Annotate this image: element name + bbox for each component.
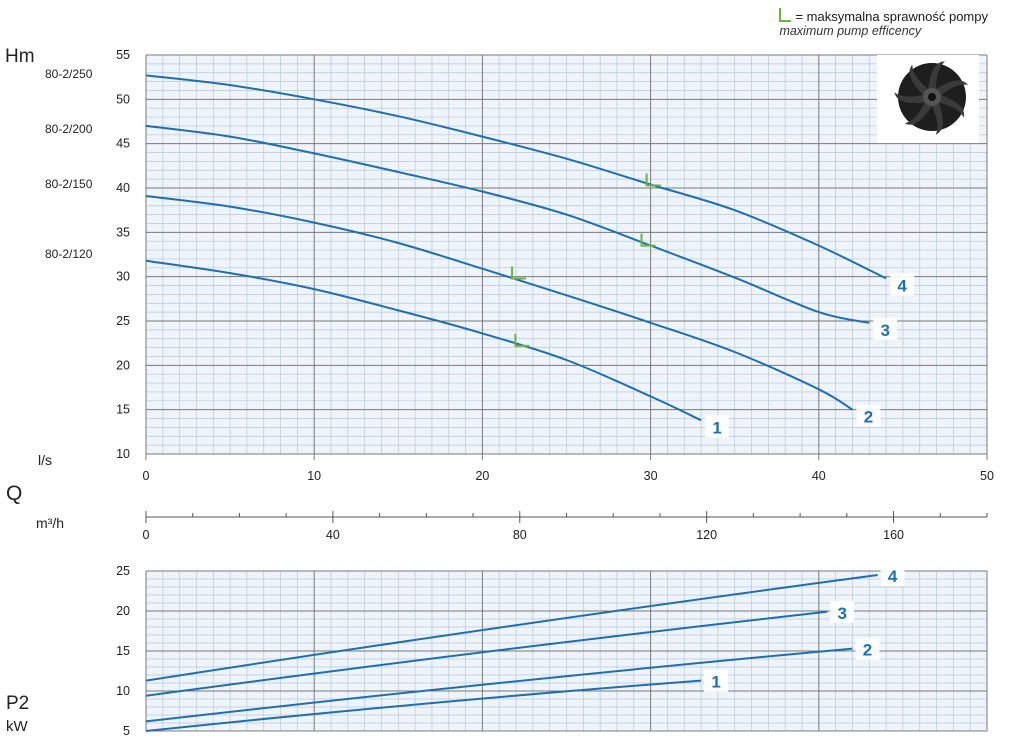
- y-tick-label: 35: [116, 225, 130, 239]
- series-label-bg: [856, 404, 881, 427]
- m3h-tick-label: 40: [326, 528, 340, 542]
- m3h-unit-label: m³/h: [36, 515, 64, 531]
- series-label-4: 4: [897, 276, 907, 295]
- power-y-tick-label: 20: [116, 604, 130, 618]
- q-label: Q: [6, 482, 22, 505]
- model-label: 80-2/200: [45, 122, 93, 136]
- legend-row: = maksymalna sprawność pompy: [779, 8, 988, 24]
- m3h-tick-label: 160: [883, 528, 904, 542]
- impeller-vane: [927, 61, 946, 96]
- power-curve-4: [145, 574, 878, 682]
- series-label-1: 1: [712, 418, 721, 437]
- y-tick-label: 50: [116, 92, 130, 106]
- flow-m3h-axis: 0 40 80 120 160: [143, 511, 988, 542]
- legend-subtext: maximum pump efficency: [779, 24, 922, 38]
- impeller-vane: [929, 98, 943, 135]
- kw-label: kW: [6, 718, 29, 735]
- head-curve-4: [145, 74, 887, 280]
- y-tick-label: 30: [116, 270, 130, 284]
- series-label-bg: [855, 637, 880, 660]
- power-y-tick-label: 25: [116, 564, 130, 578]
- y-tick-label: 45: [116, 137, 130, 151]
- y-tick-label: 55: [116, 48, 130, 62]
- impeller-shaft: [928, 93, 936, 101]
- legend-text: = maksymalna sprawność pompy: [795, 9, 988, 24]
- power-y-tick-label: 15: [116, 644, 130, 658]
- series-label-4: 4: [888, 567, 898, 586]
- x-tick-label: 50: [980, 469, 994, 483]
- series-label-bg: [705, 415, 730, 438]
- model-label: 80-2/120: [45, 247, 93, 261]
- y-tick-label: 25: [116, 314, 130, 328]
- model-label: 80-2/150: [45, 177, 93, 191]
- hm-label: Hm: [5, 46, 35, 67]
- series-label-bg: [873, 317, 898, 340]
- model-label: 80-2/250: [45, 67, 93, 81]
- series-label-2: 2: [863, 641, 872, 660]
- y-tick-label: 40: [116, 181, 130, 195]
- efficiency-marker-icon: [779, 8, 792, 22]
- series-label-3: 3: [881, 321, 890, 340]
- series-label-bg: [890, 273, 915, 296]
- x-tick-label: 40: [812, 469, 826, 483]
- power-curve-2: [145, 647, 853, 723]
- series-label-2: 2: [864, 408, 873, 427]
- series-label-bg: [830, 600, 855, 623]
- y-tick-label: 15: [116, 403, 130, 417]
- m3h-tick-label: 80: [513, 528, 527, 542]
- head-curve-3: [145, 124, 870, 324]
- series-label-3: 3: [837, 604, 846, 623]
- x-tick-label: 20: [475, 469, 489, 483]
- impeller-vane: [932, 80, 968, 99]
- efficiency-marker-2: [511, 266, 527, 280]
- power-curve-1: [145, 679, 702, 732]
- power-y-tick-label: 10: [116, 684, 130, 698]
- efficiency-marker-4: [645, 173, 661, 187]
- m3h-tick-label: 0: [143, 528, 150, 542]
- p2-label: P2: [6, 693, 29, 714]
- impeller-icon: [877, 55, 979, 143]
- series-label-bg: [880, 564, 905, 586]
- power-chart: 5 10 15 20 25 1 23 4: [116, 564, 988, 738]
- y-tick-label: 20: [116, 358, 130, 372]
- head-curve-1: [145, 259, 702, 422]
- series-label-1: 1: [711, 673, 720, 692]
- efficiency-marker-1: [514, 333, 530, 347]
- efficiency-legend: = maksymalna sprawność pompy maximum pum…: [779, 8, 988, 38]
- power-curve-3: [145, 610, 828, 697]
- axis-side-labels: Hm 80-2/250 80-2/200 80-2/150 80-2/120 l/s Qm³…: [5, 46, 93, 735]
- efficiency-marker-3: [640, 233, 656, 247]
- x-tick-label: 10: [307, 469, 321, 483]
- m3h-tick-label: 120: [696, 528, 717, 542]
- head-chart: 0 10 20 30 40 50 10 15 20 25 30 35 40 45 50 55 1 2 3 4: [116, 48, 994, 483]
- y-tick-label: 10: [116, 447, 130, 461]
- series-label-bg: [704, 669, 729, 692]
- impeller-vane: [932, 93, 965, 118]
- x-tick-label: 30: [644, 469, 658, 483]
- ls-unit-label: l/s: [38, 452, 52, 468]
- power-y-tick-label: 5: [123, 724, 130, 738]
- impeller-vane: [894, 92, 930, 104]
- x-tick-label: 0: [143, 469, 150, 483]
